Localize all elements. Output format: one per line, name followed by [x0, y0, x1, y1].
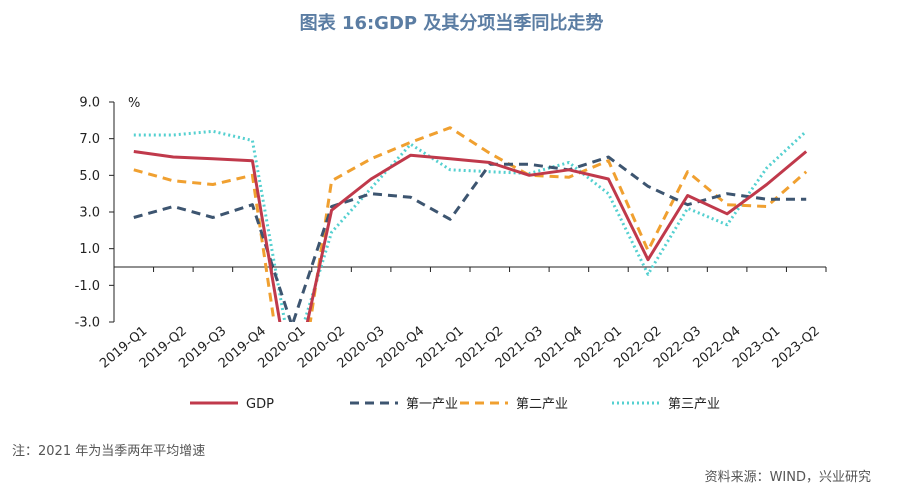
y-tick-label: 7.0: [79, 132, 100, 147]
chart-note: 注：2021 年为当季两年平均增速: [12, 444, 206, 459]
legend-label: GDP: [246, 397, 274, 412]
y-tick-label: -3.0: [75, 316, 100, 331]
y-tick-label: -1.0: [75, 279, 100, 294]
chart-legend: GDP 第一产业 第二产业 第三产业: [190, 397, 720, 412]
chart-title: 图表 16:GDP 及其分项当季同比走势: [299, 13, 604, 34]
chart-series-layer: [133, 126, 808, 322]
y-tick-label: 9.0: [79, 96, 100, 111]
legend-label: 第一产业: [406, 397, 458, 412]
series-line-GDP: [133, 150, 808, 322]
legend-label: 第二产业: [516, 397, 568, 412]
y-unit-label: %: [128, 96, 140, 111]
y-tick-label: 1.0: [79, 242, 100, 257]
series-line-第三产业: [133, 129, 808, 322]
series-line-第二产业: [133, 126, 808, 322]
series-line-第一产业: [133, 155, 807, 322]
chart-source: 资料来源：WIND，兴业研究: [704, 470, 871, 485]
chart-axes: 9.07.05.03.01.0-1.0-3.0%2019-Q12019-Q220…: [75, 96, 827, 372]
legend-label: 第三产业: [668, 397, 720, 412]
y-tick-label: 5.0: [79, 169, 100, 184]
y-tick-label: 3.0: [79, 206, 100, 221]
